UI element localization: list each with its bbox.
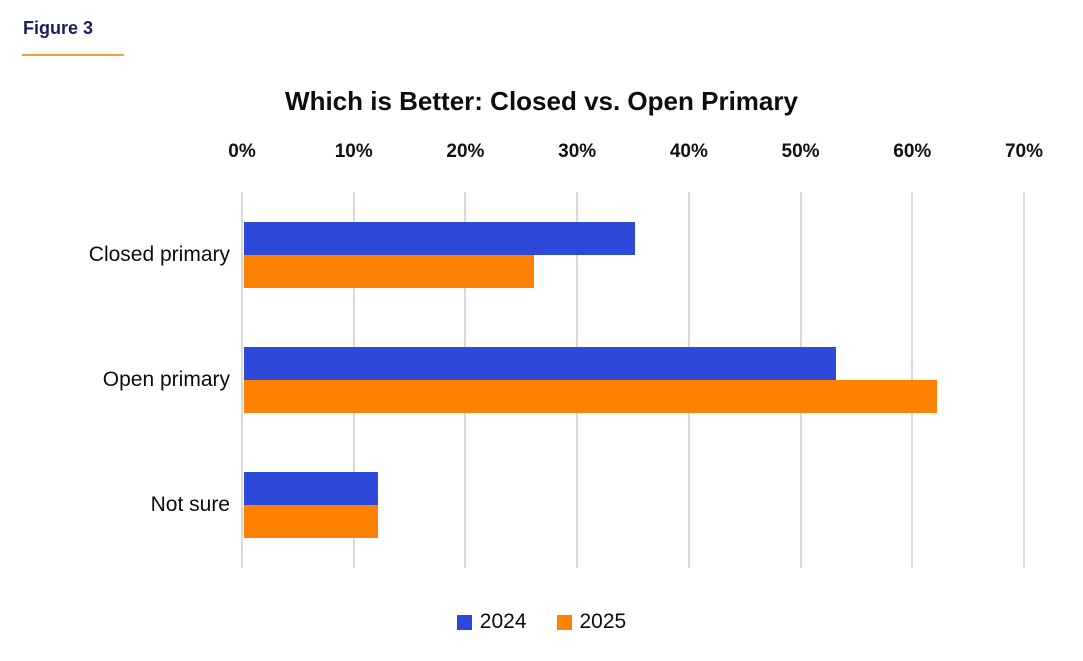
gridline-70- — [1023, 192, 1025, 568]
tick-label-0-: 0% — [228, 141, 256, 162]
legend: 2024 2025 — [0, 610, 1083, 634]
category-label-open-primary: Open primary — [102, 368, 230, 391]
tick-label-20-: 20% — [446, 141, 485, 162]
bar-2024-open-primary — [244, 347, 837, 380]
tick-label-70-: 70% — [1004, 141, 1044, 162]
tick-label-60-: 60% — [893, 141, 932, 162]
tick-label-40-: 40% — [669, 141, 708, 162]
figure-label-underline — [22, 54, 124, 56]
tick-label-10-: 10% — [334, 141, 373, 162]
category-label-closed-primary: Closed primary — [88, 242, 230, 266]
tick-label-50-: 50% — [781, 141, 820, 162]
bar-2025-open-primary — [244, 380, 937, 413]
bar-2025-not-sure — [244, 505, 379, 539]
chart-title: Which is Better: Closed vs. Open Primary — [285, 86, 798, 116]
legend-label-2025: 2025 — [579, 610, 627, 633]
plot-area — [241, 192, 1025, 568]
legend-swatch-2024 — [456, 614, 472, 630]
bar-2024-closed-primary — [244, 221, 635, 255]
figure-label: Figure 3 — [23, 18, 94, 38]
legend-label-2024: 2024 — [479, 610, 527, 633]
category-label-not-sure: Not sure — [150, 493, 230, 517]
legend-item-2025: 2025 — [556, 610, 627, 634]
bar-2025-closed-primary — [244, 254, 535, 288]
legend-item-2024: 2024 — [456, 610, 527, 634]
tick-label-30-: 30% — [558, 141, 597, 162]
bar-2024-not-sure — [244, 472, 379, 506]
legend-swatch-2025 — [556, 614, 572, 630]
gridline-0- — [241, 192, 243, 568]
